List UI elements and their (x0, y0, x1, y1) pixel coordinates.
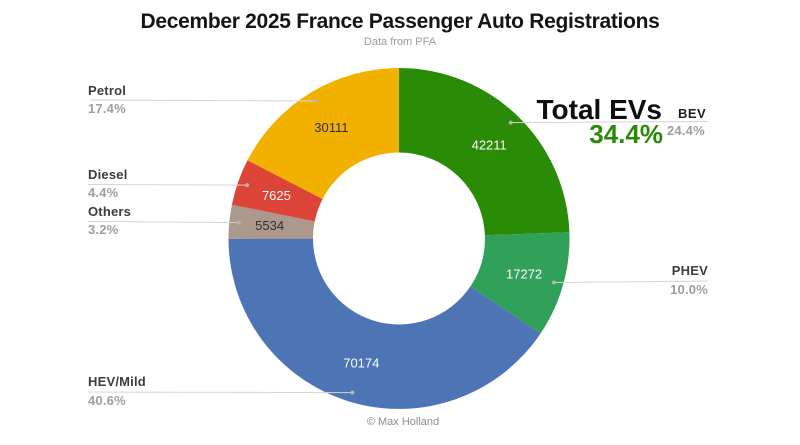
leader-dot-phev (551, 280, 556, 285)
callout-hev-mild-pct: 40.6% (88, 393, 126, 408)
callout-petrol-label: Petrol (88, 83, 127, 98)
credit-text: © Max Holland (366, 416, 440, 428)
segment-value-petrol: 30111 (314, 120, 348, 135)
callout-diesel-pct: 4.4% (88, 185, 119, 200)
segment-diesel[interactable] (231, 160, 323, 222)
segment-hev-mild[interactable] (228, 238, 541, 409)
chart-title: December 2025 France Passenger Auto Regi… (140, 10, 660, 33)
total-evs-pct: 34.4% (589, 119, 663, 149)
callout-others-pct: 3.2% (88, 222, 119, 237)
leader-line-others (87, 221, 239, 224)
bev-label: BEV (678, 106, 707, 121)
segment-phev[interactable] (470, 232, 570, 334)
callout-petrol-pct: 17.4% (88, 101, 126, 116)
segment-value-others: 5534 (255, 218, 284, 233)
leader-dot-diesel (245, 183, 250, 188)
leader-dot-petrol (313, 99, 318, 103)
leader-dot-bev (508, 120, 513, 125)
callout-phev-label: PHEV (671, 263, 708, 278)
callout-phev-pct: 10.0% (670, 282, 708, 297)
segment-value-phev: 17272 (506, 267, 542, 282)
chart-subtitle: Data from PFA (363, 36, 437, 48)
segment-bev[interactable] (399, 68, 570, 236)
bev-pct: 24.4% (667, 123, 705, 138)
leader-dot-hev-mild (350, 390, 355, 395)
leader-line-diesel (87, 184, 248, 186)
leader-line-phev (553, 280, 709, 283)
segment-petrol[interactable] (247, 68, 400, 199)
leader-line-petrol (89, 99, 316, 102)
callout-others-label: Others (88, 204, 132, 219)
leader-dot-others (236, 220, 241, 225)
leader-line-hev-mild (87, 391, 353, 394)
callout-hev-mild-label: HEV/Mild (88, 374, 146, 389)
segment-others[interactable] (228, 204, 315, 239)
total-evs-label: Total EVs (536, 94, 662, 125)
segment-value-diesel: 7625 (262, 188, 291, 203)
segment-value-hev-mild: 70174 (343, 355, 379, 370)
segment-value-bev: 42211 (472, 137, 507, 152)
callout-diesel-label: Diesel (88, 167, 128, 182)
leader-line-bev (510, 121, 709, 124)
